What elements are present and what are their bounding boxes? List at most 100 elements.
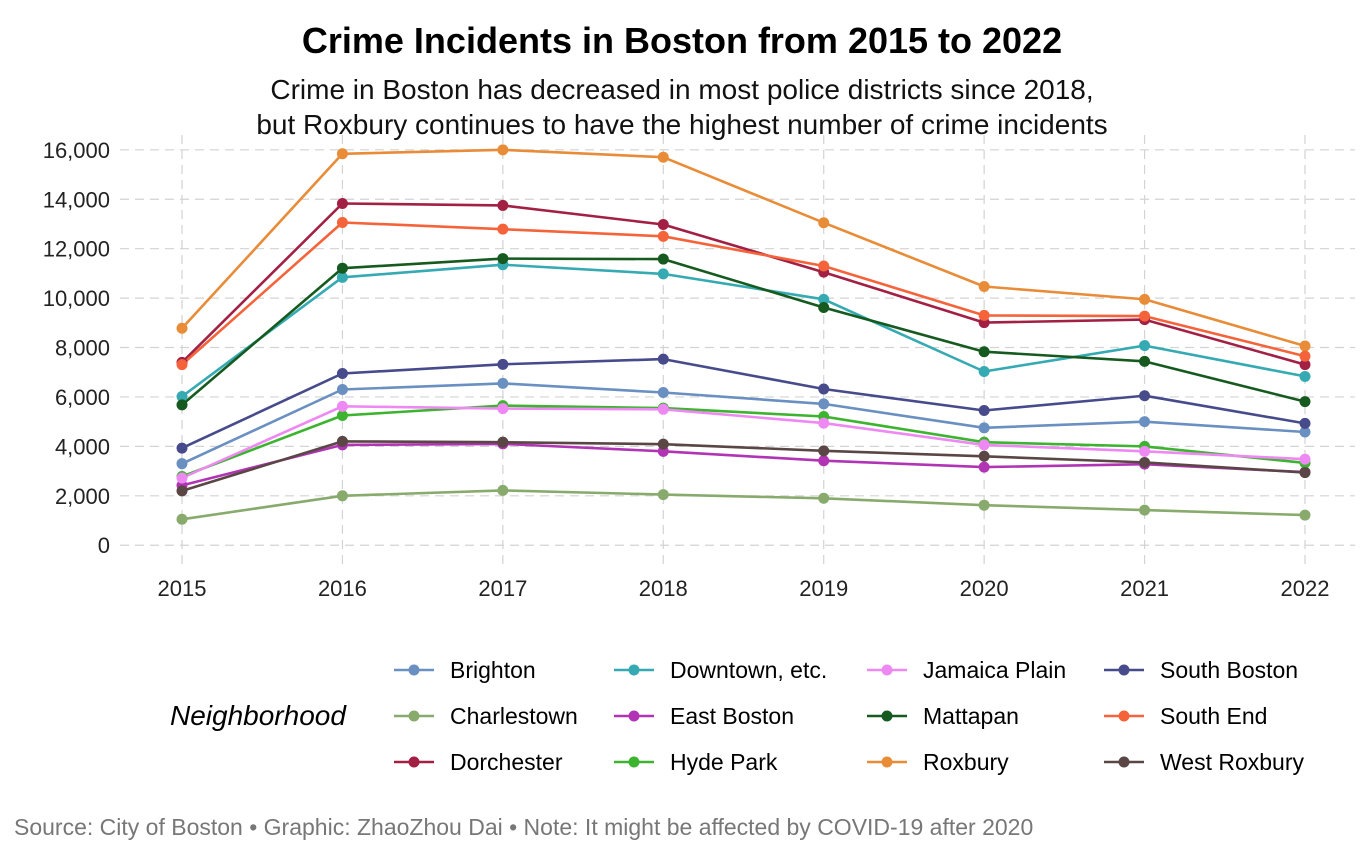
data-point-charlestown (978, 499, 990, 511)
series-line-mattapan (181, 257, 1306, 406)
y-tick-label: 14,000 (43, 187, 110, 212)
legend-key-roxbury (867, 756, 907, 768)
data-point-south-boston (497, 358, 509, 370)
data-point-charlestown (497, 484, 509, 496)
x-tick-label: 2016 (318, 576, 367, 601)
data-point-west-roxbury (978, 450, 990, 462)
legend-item-hyde-park: Hyde Park (612, 747, 777, 777)
legend-label-roxbury: Roxbury (923, 748, 1009, 775)
data-point-south-end (497, 223, 509, 235)
data-point-west-roxbury (1139, 456, 1151, 468)
legend-item-east-boston: East Boston (612, 701, 794, 731)
data-point-jamaica-plain (176, 472, 188, 484)
x-tick-label: 2018 (639, 576, 688, 601)
data-point-roxbury (657, 151, 669, 163)
legend-label-hyde-park: Hyde Park (670, 748, 778, 775)
data-point-dorchester (497, 199, 509, 211)
data-point-south-end (978, 309, 990, 321)
legend-label-jamaica-plain: Jamaica Plain (923, 656, 1067, 683)
legend-key-charlestown (394, 710, 434, 722)
legend-item-downtown-etc: Downtown, etc. (612, 655, 827, 685)
data-point-west-roxbury (497, 436, 509, 448)
data-point-south-boston (1139, 390, 1151, 402)
legend-key-south-end (1104, 710, 1144, 722)
data-point-jamaica-plain (657, 403, 669, 415)
legend-label-mattapan: Mattapan (923, 702, 1019, 729)
legend-title: Neighborhood (170, 700, 346, 731)
data-point-south-boston (657, 353, 669, 365)
data-point-jamaica-plain (497, 403, 509, 415)
data-point-roxbury (1139, 293, 1151, 305)
data-point-downtown-etc (336, 271, 348, 283)
series-line-dorchester (181, 202, 1306, 366)
data-point-downtown-etc (818, 293, 830, 305)
legend-key-east-boston (614, 710, 654, 722)
data-point-brighton (657, 387, 669, 399)
data-point-mattapan (818, 301, 830, 313)
data-point-charlestown (818, 492, 830, 504)
y-tick-label: 16,000 (43, 138, 110, 163)
data-point-jamaica-plain (818, 417, 830, 429)
data-point-mattapan (978, 346, 990, 358)
legend-key-mattapan (867, 710, 907, 722)
legend-label-downtown-etc: Downtown, etc. (670, 656, 828, 683)
data-point-roxbury (818, 217, 830, 229)
data-point-jamaica-plain (336, 400, 348, 412)
data-point-south-end (336, 216, 348, 228)
data-point-west-roxbury (1299, 467, 1311, 479)
data-point-downtown-etc (1139, 340, 1151, 352)
x-tick-label: 2021 (1120, 576, 1169, 601)
x-tick-label: 2015 (158, 576, 207, 601)
legend-label-dorchester: Dorchester (450, 748, 563, 775)
y-tick-label: 0 (98, 533, 110, 558)
series-lines (181, 148, 1306, 521)
legend-item-jamaica-plain: Jamaica Plain (865, 655, 1066, 685)
series-line-roxbury (181, 148, 1306, 348)
data-point-mattapan (657, 253, 669, 265)
line-chart: 0 2,000 4,000 6,000 8,000 10,000 12,000 14,000 1… (43, 135, 1355, 601)
data-point-downtown-etc (176, 390, 188, 402)
data-point-charlestown (1139, 504, 1151, 516)
data-point-east-boston (818, 455, 830, 467)
series-line-brighton (181, 382, 1306, 465)
data-point-south-boston (1299, 417, 1311, 429)
data-point-downtown-etc (1299, 370, 1311, 382)
data-point-charlestown (657, 489, 669, 501)
data-point-jamaica-plain (1139, 445, 1151, 457)
legend-key-downtown-etc (614, 664, 654, 676)
y-tick-label: 2,000 (55, 484, 110, 509)
data-point-south-boston (978, 405, 990, 417)
data-point-south-boston (336, 367, 348, 379)
legend-item-charlestown: Charlestown (392, 701, 578, 731)
y-tick-label: 10,000 (43, 286, 110, 311)
data-point-charlestown (176, 513, 188, 525)
data-point-mattapan (497, 253, 509, 265)
y-tick-label: 8,000 (55, 336, 110, 361)
legend-item-south-end: South End (1102, 701, 1267, 731)
data-point-west-roxbury (657, 438, 669, 450)
data-point-roxbury (497, 144, 509, 156)
data-point-dorchester (336, 197, 348, 209)
chart-subtitle-line-2: but Roxbury continues to have the highes… (256, 109, 1108, 140)
legend-key-west-roxbury (1104, 756, 1144, 768)
data-point-brighton (1299, 426, 1311, 438)
x-tick-label: 2020 (960, 576, 1009, 601)
data-point-south-end (1139, 310, 1151, 322)
legend-item-dorchester: Dorchester (392, 747, 562, 777)
data-point-mattapan (1299, 396, 1311, 408)
legend-key-brighton (394, 664, 434, 676)
data-point-roxbury (978, 280, 990, 292)
series-line-downtown-etc (181, 263, 1306, 398)
data-point-brighton (176, 458, 188, 470)
y-tick-label: 4,000 (55, 434, 110, 459)
data-point-dorchester (1299, 359, 1311, 371)
series-line-east-boston (181, 442, 1306, 487)
x-tick-label: 2017 (478, 576, 527, 601)
legend-item-south-boston: South Boston (1102, 655, 1298, 685)
x-tick-label: 2019 (799, 576, 848, 601)
data-point-mattapan (336, 262, 348, 274)
legend-label-west-roxbury: West Roxbury (1160, 748, 1305, 775)
data-point-jamaica-plain (978, 439, 990, 451)
legend-item-brighton: Brighton (392, 655, 536, 685)
data-point-brighton (336, 384, 348, 396)
